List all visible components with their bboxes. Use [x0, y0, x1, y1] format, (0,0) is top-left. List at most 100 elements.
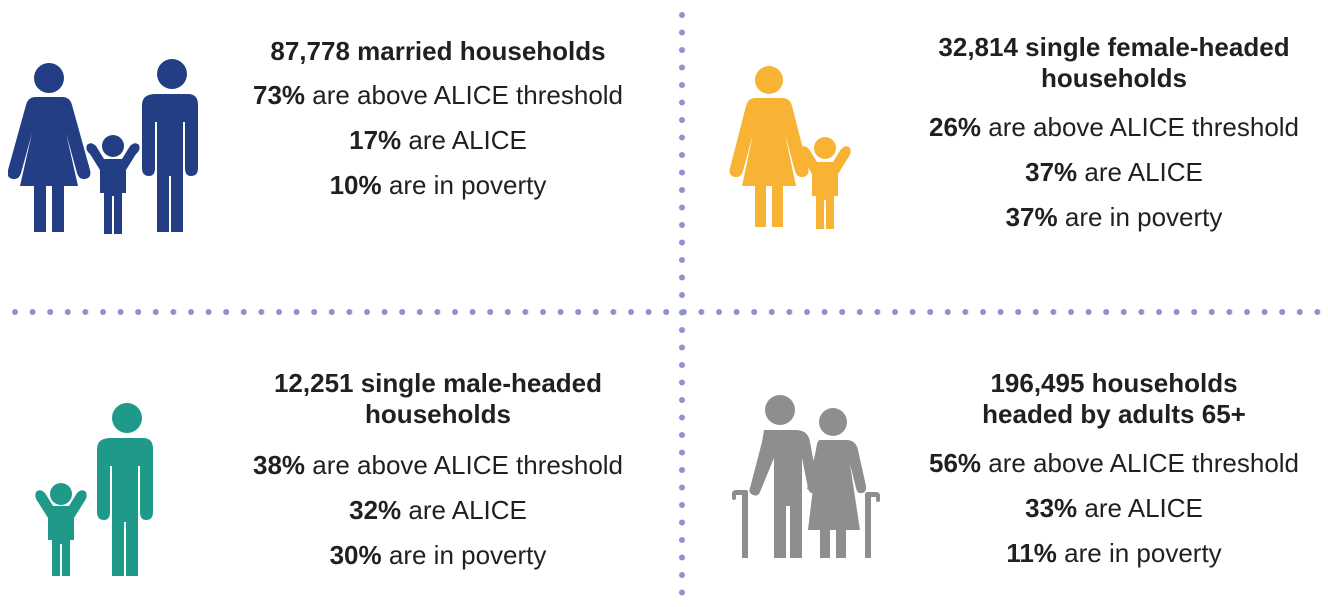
stat-poverty: 10% are in poverty: [232, 170, 644, 200]
stat-label: are above ALICE threshold: [981, 112, 1300, 142]
divider-dot: [416, 309, 423, 315]
divider-dot: [679, 169, 685, 176]
stat-label: are above ALICE threshold: [305, 450, 624, 480]
stat-alice: 33% are ALICE: [904, 493, 1324, 523]
divider-dot: [628, 309, 634, 315]
divider-dot: [679, 397, 685, 403]
divider-dot: [786, 309, 793, 315]
divider-dot: [927, 309, 934, 315]
stat-percent: 17%: [349, 125, 402, 155]
stat-label: are in poverty: [1057, 202, 1223, 232]
divider-dot: [1191, 309, 1198, 315]
vertical-dotted-divider: [679, 12, 685, 596]
divider-dot: [679, 554, 685, 561]
stat-percent: 33%: [1025, 493, 1078, 523]
divider-dot: [117, 309, 124, 315]
divider-dot: [874, 309, 881, 315]
divider-dot: [768, 309, 775, 315]
divider-dot: [575, 309, 582, 315]
divider-dot: [679, 99, 685, 106]
divider-dot: [679, 117, 685, 123]
divider-dot: [909, 309, 916, 315]
divider-dot: [610, 309, 617, 315]
divider-dot: [679, 484, 685, 491]
divider-dot: [399, 309, 406, 315]
stat-percent: 11%: [1006, 538, 1057, 568]
divider-dot: [679, 519, 685, 526]
stat-label: are in poverty: [1056, 538, 1222, 568]
divider-dot: [29, 309, 36, 315]
stat-label: are ALICE: [1077, 157, 1203, 187]
divider-dot: [821, 309, 828, 315]
divider-dot: [328, 309, 335, 315]
stat-percent: 32%: [349, 495, 402, 525]
divider-dot: [698, 309, 705, 315]
divider-dot: [679, 467, 685, 473]
stat-percent: 73%: [252, 80, 306, 110]
stat-percent: 37%: [1005, 202, 1058, 232]
divider-dot: [679, 362, 685, 368]
stat-alice: 17% are ALICE: [232, 125, 644, 155]
divider-dot: [663, 309, 670, 315]
divider-dot: [1314, 309, 1321, 315]
divider-dot: [1015, 309, 1022, 315]
divider-dot: [1208, 309, 1215, 315]
stat-label: are above ALICE threshold: [981, 448, 1300, 478]
panel-title: 12,251 single male-headed households: [273, 368, 603, 429]
stat-poverty: 30% are in poverty: [232, 540, 644, 570]
divider-dot: [504, 309, 511, 315]
divider-dot: [12, 309, 18, 315]
divider-dot: [592, 309, 599, 315]
stat-label: are in poverty: [381, 170, 547, 200]
divider-dot: [487, 309, 494, 315]
divider-dot: [1244, 309, 1250, 315]
divider-dot: [997, 309, 1004, 315]
divider-dot: [1296, 309, 1303, 315]
divider-dot: [680, 309, 687, 315]
stat-percent: 30%: [329, 540, 382, 570]
divider-dot: [679, 572, 685, 578]
divider-dot: [364, 309, 370, 315]
divider-dot: [1032, 309, 1039, 315]
divider-dot: [205, 309, 212, 315]
stat-percent: 38%: [252, 450, 306, 480]
divider-dot: [188, 309, 194, 315]
divider-dot: [64, 309, 71, 315]
divider-dot: [679, 432, 685, 438]
divider-dot: [1085, 309, 1092, 315]
divider-dot: [733, 309, 740, 315]
divider-dot: [557, 309, 564, 315]
divider-dot: [962, 309, 969, 315]
divider-dot: [1156, 309, 1162, 315]
stat-percent: 10%: [329, 170, 382, 200]
divider-dot: [346, 309, 353, 315]
divider-dot: [240, 309, 247, 315]
horizontal-dotted-divider: [12, 309, 1321, 315]
stat-label: are ALICE: [401, 125, 527, 155]
family-icon: [8, 59, 198, 234]
stat-label: are ALICE: [401, 495, 527, 525]
stat-above-threshold: 56% are above ALICE threshold: [904, 448, 1324, 478]
divider-dot: [679, 537, 685, 543]
divider-dot: [679, 502, 685, 508]
divider-dot: [100, 309, 106, 315]
stat-above-threshold: 73% are above ALICE threshold: [232, 80, 644, 110]
divider-dot: [1261, 309, 1268, 315]
divider-dot: [540, 309, 546, 315]
divider-dot: [276, 309, 282, 315]
stat-percent: 37%: [1025, 157, 1078, 187]
elderly-couple-icon: [732, 395, 880, 558]
stat-above-threshold: 26% are above ALICE threshold: [904, 112, 1324, 142]
divider-dot: [47, 309, 54, 315]
divider-dot: [679, 239, 685, 246]
panel-title: 32,814 single female-headed households: [938, 32, 1290, 93]
divider-dot: [679, 47, 685, 53]
stat-percent: 56%: [928, 448, 982, 478]
divider-dot: [679, 257, 685, 263]
divider-dot: [679, 187, 685, 193]
divider-dot: [170, 309, 177, 315]
divider-dot: [856, 309, 863, 315]
divider-dot: [804, 309, 810, 315]
divider-dot: [522, 309, 529, 315]
divider-dot: [452, 309, 458, 315]
